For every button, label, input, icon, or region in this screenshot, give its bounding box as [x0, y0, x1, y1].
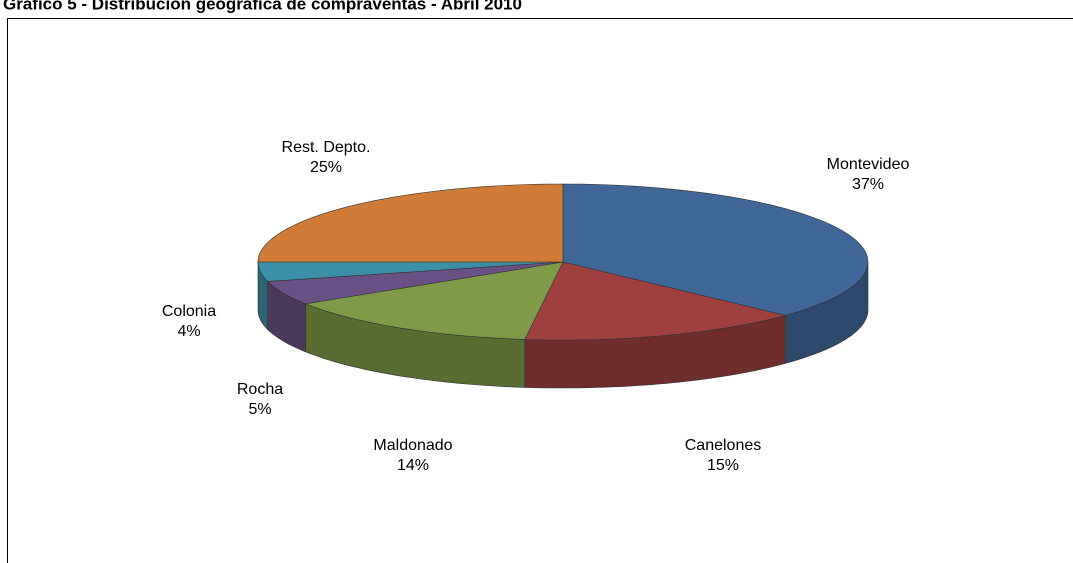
slice-value-label: 15%: [707, 457, 739, 474]
slice: [304, 261, 564, 340]
slice-value-label: 14%: [397, 457, 429, 474]
slice-label: Montevideo: [827, 156, 910, 173]
slice: [257, 183, 564, 263]
slice-value-label: 25%: [310, 159, 342, 176]
chart-title: Gráfico 5 - Distribución geográfica de c…: [3, 0, 522, 13]
slice-label: Rocha: [237, 381, 283, 398]
slice-label: Maldonado: [373, 437, 452, 454]
slice-value-label: 5%: [248, 401, 271, 418]
slice-label: Rest. Depto.: [282, 139, 371, 156]
slice: [266, 261, 564, 305]
slice-label: Canelones: [685, 437, 762, 454]
slice-value-label: 37%: [852, 176, 884, 193]
slice-label: Colonia: [162, 303, 216, 320]
slice: [524, 261, 786, 341]
slice-value-label: 4%: [177, 323, 200, 340]
slice: [562, 183, 869, 316]
slice: [257, 261, 564, 282]
